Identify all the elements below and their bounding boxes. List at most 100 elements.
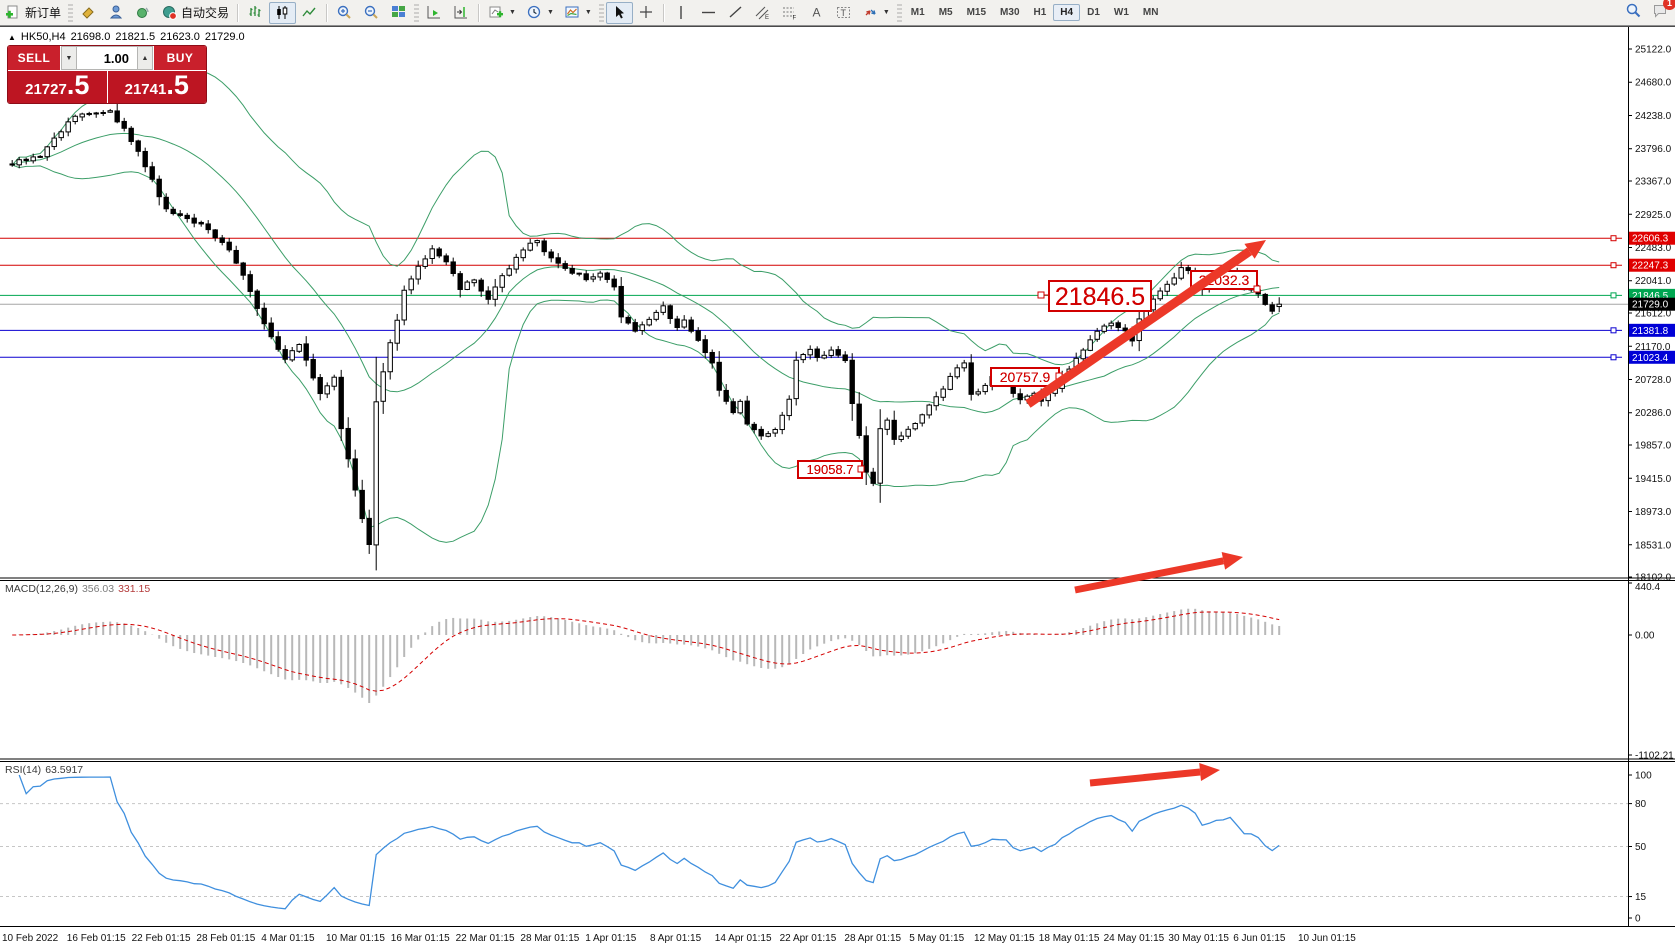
macd-axis-label: 440.4 [1635,582,1660,593]
candle-body [758,428,764,437]
date-tick-label: 22 Apr 01:15 [780,933,837,944]
timeframe-W1[interactable]: W1 [1113,7,1129,18]
buy-price[interactable]: 21741.5 [107,71,206,103]
volume-increase-button[interactable]: ▲ [137,46,153,70]
chart-shift-button[interactable] [448,2,475,24]
cursor-tool-button[interactable] [605,1,633,24]
line-handle[interactable] [1610,354,1617,361]
macd-axis-label: -1102.21 [1635,751,1674,762]
toolbar-grip [68,3,74,22]
line-handle[interactable] [1610,327,1617,334]
chart-shift-icon [454,6,468,19]
timeframe-H4[interactable]: H4 [1053,4,1081,21]
trendline-tool[interactable] [722,2,749,24]
candle-body [219,237,225,243]
search-icon[interactable] [1625,2,1642,19]
trend-arrow-object[interactable] [1025,240,1266,408]
notifications-button[interactable]: 1 [1652,0,1675,19]
trend-arrow-object[interactable] [1089,763,1220,787]
svg-text:A: A [812,6,820,20]
candle-body [737,400,743,414]
auto-scroll-button[interactable] [421,2,448,24]
favorites-button[interactable] [75,2,102,24]
auto-trading-button[interactable]: 自动交易 [156,2,234,24]
buy-button[interactable]: BUY [154,46,206,70]
signals-button[interactable] [129,2,156,24]
line-chart-type-button[interactable] [296,2,323,24]
trend-arrow-object[interactable] [1074,552,1243,594]
tile-windows-button[interactable] [385,2,412,24]
volume-value[interactable]: 1.00 [77,46,137,70]
candle-body [478,279,484,292]
date-tick-label: 1 Apr 01:15 [585,933,637,944]
candle-chart-type-button[interactable] [269,1,297,24]
new-chart-dropdown[interactable]: ▼ [483,2,521,24]
candle-body [464,281,470,290]
toolbar-right-group: 1 [1625,0,1675,19]
candle-body [58,131,64,139]
timeframe-M1[interactable]: M1 [910,7,925,18]
market-watch-button[interactable] [102,2,129,24]
new-order-button[interactable]: 新订单 [0,2,66,24]
toolbar-separator [326,3,329,22]
shapes-dropdown[interactable]: ▼ [857,2,895,24]
text-label-tool[interactable]: T [830,2,857,24]
candle-body [345,427,351,460]
annotation-callout[interactable]: 20757.9 [990,367,1063,387]
line-handle[interactable] [1610,292,1617,299]
candle-body [254,290,260,309]
main-toolbar: 新订单 自动交易 ▼ ▼ ▼ E F A T ▼ M1 M5 M15 M30 H1 H4 D… [0,0,1675,26]
zoom-in-button[interactable] [331,2,358,24]
price-tick-label: 23367.0 [1635,177,1672,188]
candle-body [450,261,456,274]
timeframe-D1[interactable]: D1 [1087,7,1100,18]
annotation-callout[interactable]: 19058.7 [797,460,865,479]
new-order-icon [6,5,18,19]
line-handle[interactable] [1610,262,1617,269]
text-tool[interactable]: A [803,2,830,24]
sell-price-frac: .5 [66,70,90,100]
candle-body [919,414,925,424]
line-handle[interactable] [1610,235,1617,242]
periods-dropdown[interactable]: ▼ [521,2,559,24]
candle-body [240,262,246,276]
candle-body [1171,277,1177,285]
candle-body [870,471,876,484]
candle-body [744,400,750,425]
vertical-line-tool[interactable] [668,2,695,24]
candle-body [835,349,841,356]
candle-body [352,458,358,491]
ohlc-close: 21729.0 [204,31,245,43]
zoom-out-button[interactable] [358,2,385,24]
candle-body [856,403,862,436]
channel-tool[interactable]: E [749,2,776,24]
candle-body [457,273,463,290]
candle-body [779,414,785,431]
candle-body [394,319,400,344]
crosshair-tool-button[interactable] [633,2,660,24]
date-tick-label: 10 Feb 2022 [2,933,59,944]
timeframe-M30[interactable]: M30 [1000,7,1020,18]
sell-button[interactable]: SELL [8,46,60,70]
price-tag-label: 21846.5 [1632,291,1669,302]
bar-chart-icon [249,6,261,17]
arrow-head [1221,552,1243,570]
fibonacci-tool[interactable]: F [776,2,803,24]
annotation-anchor [1037,291,1045,299]
timeframe-MN[interactable]: MN [1142,7,1159,18]
candle-body [135,140,141,152]
candle-body [597,272,603,278]
vertical-line-icon [680,6,682,19]
timeframe-H1[interactable]: H1 [1033,7,1047,18]
candle-body [1115,322,1121,328]
bar-chart-type-button[interactable] [242,2,269,24]
timeframe-M15[interactable]: M15 [966,7,987,18]
templates-dropdown[interactable]: ▼ [559,2,597,24]
annotation-callout[interactable]: 21846.5 [1037,280,1152,312]
horizontal-line-tool[interactable] [695,2,722,24]
new-chart-icon [489,6,504,18]
volume-decrease-button[interactable]: ▼ [61,46,77,70]
timeframe-M5[interactable]: M5 [938,7,953,18]
sell-price[interactable]: 21727.5 [8,71,107,103]
